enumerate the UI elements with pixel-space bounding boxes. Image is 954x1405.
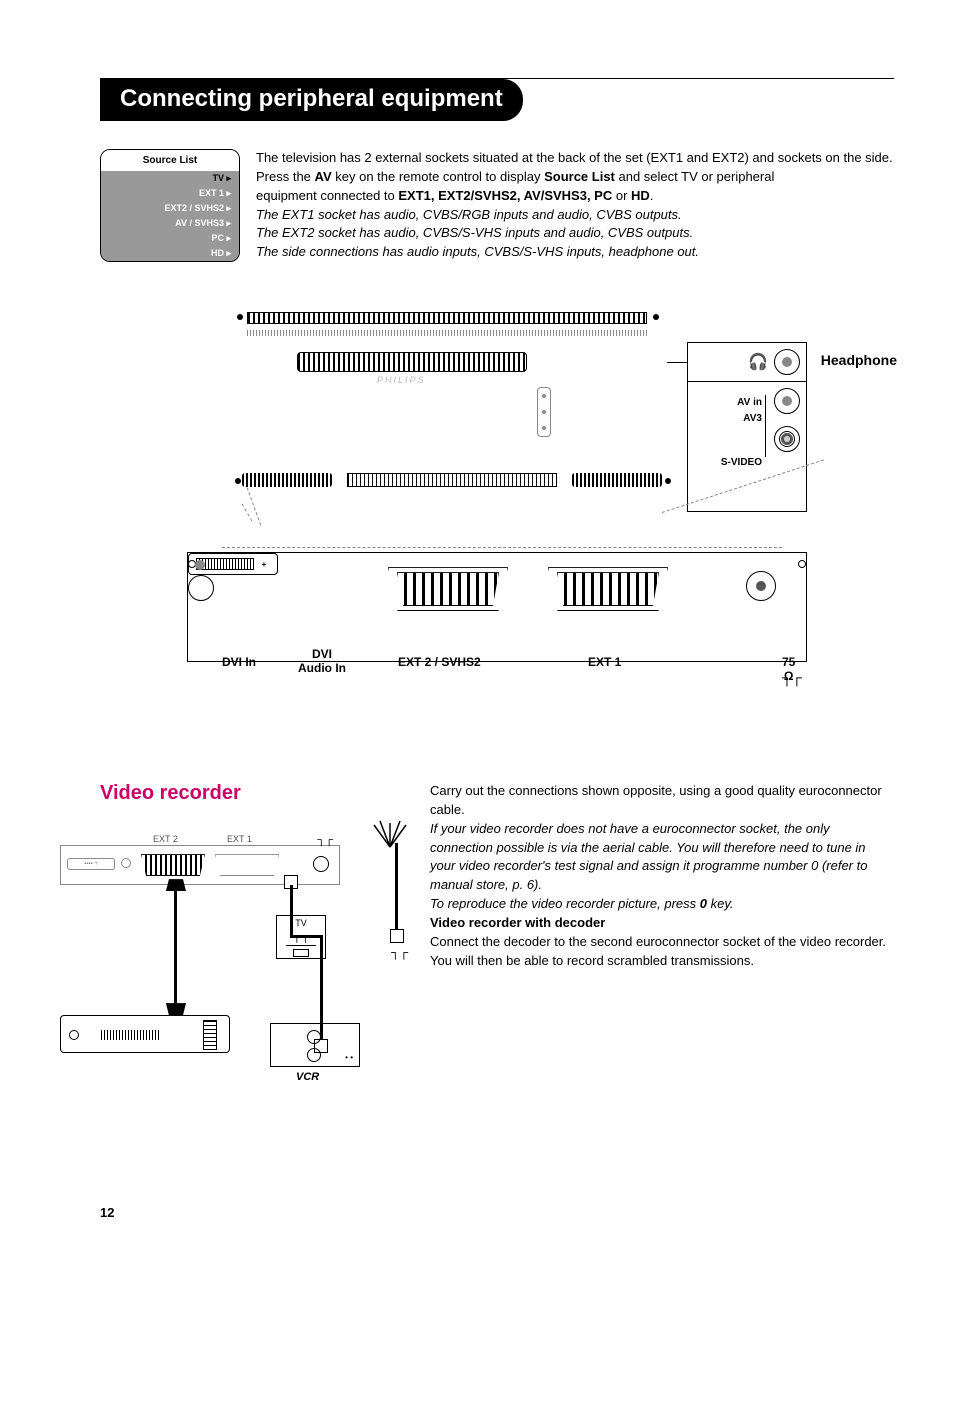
aerial-cable	[395, 843, 398, 935]
source-list-box: Source List TV ▸ EXT 1 ▸ EXT2 / SVHS2 ▸ …	[100, 149, 240, 262]
source-item-av: AV / SVHS3 ▸	[101, 216, 239, 231]
vr-h: Video recorder with decoder	[430, 914, 894, 933]
vr-text: Carry out the connections shown opposite…	[430, 782, 894, 1085]
scart-plug-bot	[166, 1003, 186, 1015]
source-list-title: Source List	[101, 150, 239, 171]
aerial-sym: ┐┌	[391, 945, 408, 959]
vr-p2: Connect the decoder to the second euroco…	[430, 933, 894, 971]
vr-tv-back: EXT 2 EXT 1 ┐┌ ▪▪▪▪ +	[60, 845, 340, 885]
vr-i1: If your video recorder does not have a e…	[430, 820, 894, 895]
vr-title: Video recorder	[100, 782, 400, 805]
lbl-ext1: EXT 1	[588, 655, 621, 669]
tv-diagram: PHILIPS 🎧 AV in AV3 S-VIDEO Headphone	[187, 312, 807, 662]
source-item-hd: HD ▸	[101, 246, 239, 261]
lbl-dvi-in: DVI In	[222, 655, 256, 669]
source-item-pc: PC ▸	[101, 231, 239, 246]
vr-left: Video recorder EXT 2 EXT 1 ┐┌ ▪▪▪▪ + TV …	[100, 782, 400, 1085]
source-list-items: TV ▸ EXT 1 ▸ EXT2 / SVHS2 ▸ AV / SVHS3 ▸…	[101, 171, 239, 261]
vr-diagram: EXT 2 EXT 1 ┐┌ ▪▪▪▪ + TV ┐┌	[100, 825, 400, 1085]
antenna-coax	[746, 571, 776, 601]
intro-p2: equipment connected to EXT1, EXT2/SVHS2,…	[256, 187, 894, 206]
lbl-dvi-audio: DVI Audio In	[298, 647, 346, 675]
headphone-icon: 🎧	[748, 352, 768, 372]
vr-lbl-ext2: EXT 2	[153, 834, 178, 844]
vr-p1: Carry out the connections shown opposite…	[430, 782, 894, 820]
vr-lbl-ant: ┐┌	[317, 834, 333, 846]
aerial-icon	[370, 819, 410, 856]
vr-i2: To reproduce the video recorder picture,…	[430, 895, 894, 914]
rear-panel: + DVI In DVI Audio In EXT 2 / SVHS2 EXT …	[187, 552, 807, 662]
headphone-label: Headphone	[821, 352, 897, 368]
source-item-tv: TV ▸	[101, 171, 239, 186]
intro-text: The television has 2 external sockets si…	[256, 149, 894, 262]
side-panel: 🎧 AV in AV3 S-VIDEO	[687, 342, 807, 512]
dvi-audio-port	[188, 575, 214, 601]
tv-top-view: PHILIPS 🎧 AV in AV3 S-VIDEO Headphone	[187, 312, 807, 562]
av3-label: AV3	[743, 413, 762, 424]
tv-brand: PHILIPS	[377, 375, 426, 385]
svideo-label: S-VIDEO	[721, 457, 762, 468]
video-recorder-section: Video recorder EXT 2 EXT 1 ┐┌ ▪▪▪▪ + TV …	[100, 782, 894, 1085]
intro-i2: The EXT2 socket has audio, CVBS/S-VHS in…	[256, 224, 894, 243]
av-in-label: AV in	[737, 397, 762, 408]
source-item-ext2: EXT2 / SVHS2 ▸	[101, 201, 239, 216]
section-title: Connecting peripheral equipment	[100, 79, 523, 121]
vcr-front	[60, 1015, 230, 1053]
lbl-ext2: EXT 2 / SVHS2	[398, 655, 481, 669]
intro-row: Source List TV ▸ EXT 1 ▸ EXT2 / SVHS2 ▸ …	[100, 149, 894, 262]
aerial-plug	[390, 929, 404, 943]
intro-p1: The television has 2 external sockets si…	[256, 149, 894, 187]
vcr-back: • •	[270, 1023, 360, 1067]
page-number: 12	[100, 1205, 894, 1220]
svideo-jack	[774, 426, 800, 452]
scart-cable	[174, 885, 177, 1005]
ext2-scart	[388, 567, 508, 611]
headphone-jack	[774, 349, 800, 375]
vcr-label: VCR	[296, 1071, 319, 1083]
av-in-jack	[774, 388, 800, 414]
intro-i3: The side connections has audio inputs, C…	[256, 243, 894, 262]
vr-lbl-ext1: EXT 1	[227, 834, 252, 844]
intro-i1: The EXT1 socket has audio, CVBS/RGB inpu…	[256, 206, 894, 225]
ext1-scart	[548, 567, 668, 611]
source-item-ext1: EXT 1 ▸	[101, 186, 239, 201]
